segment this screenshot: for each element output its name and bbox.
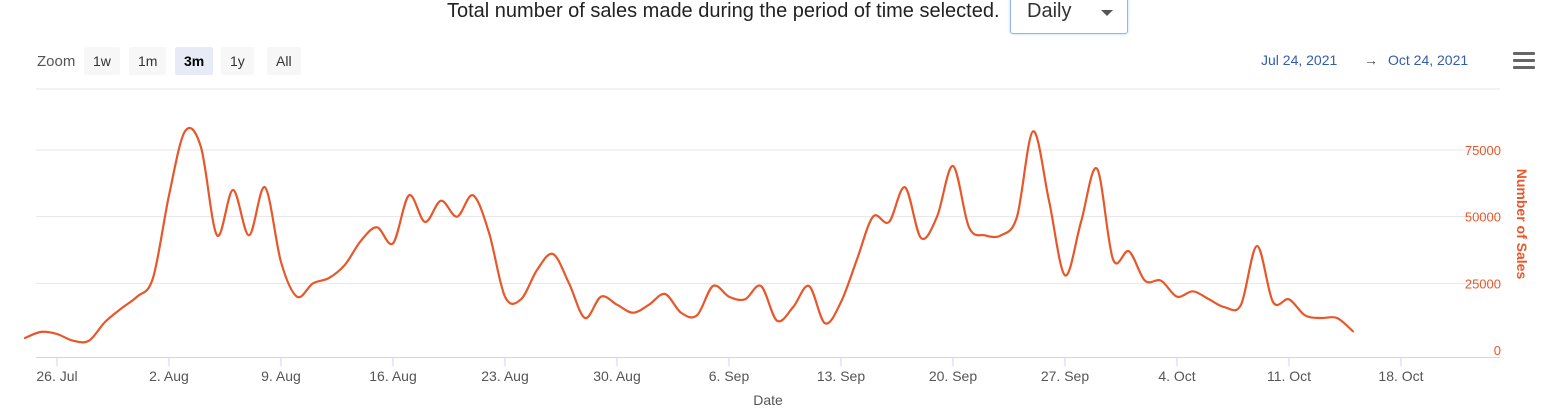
zoom-label: Zoom bbox=[37, 53, 76, 70]
hamburger-menu-icon[interactable] bbox=[1513, 52, 1535, 70]
period-select[interactable]: Daily bbox=[1010, 0, 1128, 34]
x-tick-label: 23. Aug bbox=[481, 368, 529, 384]
x-tick-label: 6. Sep bbox=[709, 368, 750, 384]
zoom-1y-button[interactable]: 1y bbox=[221, 47, 254, 75]
x-tick-label: 20. Sep bbox=[929, 368, 977, 384]
x-tick-labels: 26. Jul 2. Aug 9. Aug 16. Aug 23. Aug 30. Aug… bbox=[36, 368, 1423, 384]
y-tick-label: 0 bbox=[1494, 343, 1501, 358]
x-tick-label: 2. Aug bbox=[149, 368, 189, 384]
x-tick-label: 18. Oct bbox=[1378, 368, 1423, 384]
y-tick-label: 75000 bbox=[1465, 143, 1501, 158]
series-line[interactable] bbox=[23, 126, 1355, 344]
zoom-3m-button[interactable]: 3m bbox=[175, 47, 214, 75]
x-tick-label: 9. Aug bbox=[261, 368, 301, 384]
period-select-value: Daily bbox=[1027, 0, 1072, 22]
y-axis-title: Number of Sales bbox=[1514, 169, 1530, 280]
x-tick-label: 30. Aug bbox=[593, 368, 641, 384]
x-tick-label: 11. Oct bbox=[1267, 368, 1311, 384]
chevron-down-icon bbox=[1101, 10, 1113, 16]
x-tick-label: 27. Sep bbox=[1041, 368, 1089, 384]
x-tick-label: 4. Oct bbox=[1158, 368, 1195, 384]
y-tick-labels: 0 25000 50000 75000 bbox=[1465, 143, 1501, 358]
zoom-1m-button[interactable]: 1m bbox=[129, 47, 167, 75]
x-tick-marks bbox=[56, 357, 1402, 366]
zoom-1w-button[interactable]: 1w bbox=[84, 47, 120, 75]
x-axis-title: Date bbox=[753, 392, 783, 408]
x-tick-label: 13. Sep bbox=[817, 368, 865, 384]
x-tick-label: 16. Aug bbox=[369, 368, 417, 384]
range-from-date[interactable]: Jul 24, 2021 bbox=[1261, 52, 1338, 68]
range-to-date[interactable]: Oct 24, 2021 bbox=[1388, 52, 1469, 68]
chart-description: Total number of sales made during the pe… bbox=[447, 0, 1000, 22]
zoom-all-button[interactable]: All bbox=[267, 47, 301, 75]
x-tick-label: 26. Jul bbox=[36, 368, 77, 384]
grid-lines bbox=[36, 149, 1500, 284]
range-arrow: → bbox=[1364, 52, 1378, 68]
y-tick-label: 50000 bbox=[1465, 210, 1501, 225]
y-tick-label: 25000 bbox=[1465, 276, 1501, 291]
